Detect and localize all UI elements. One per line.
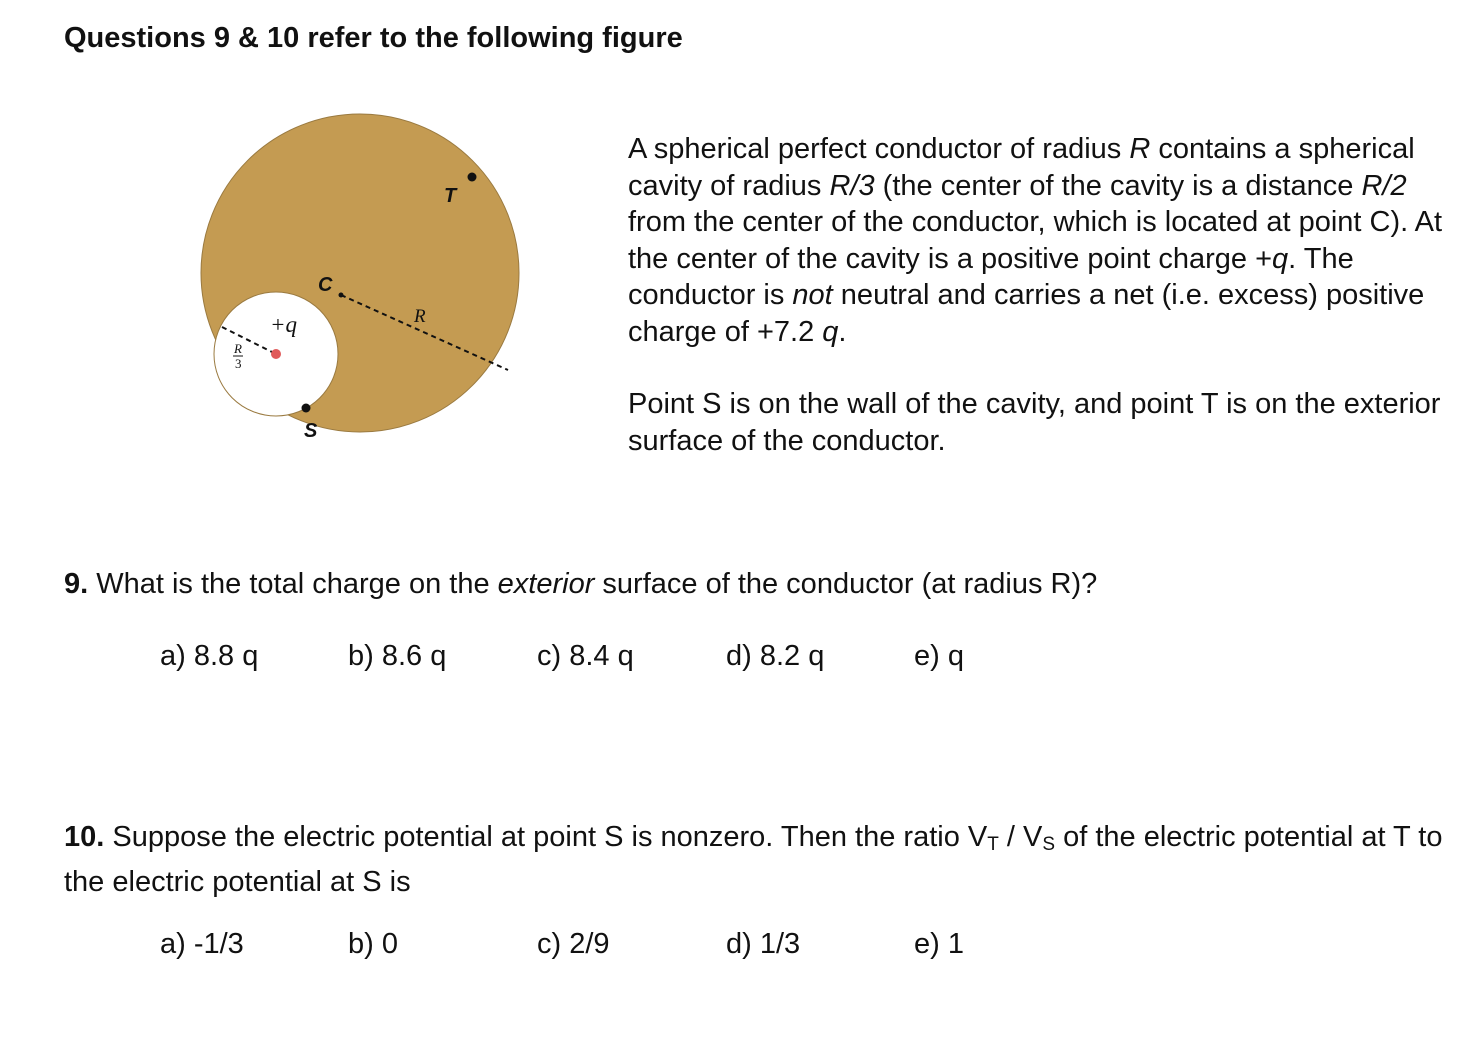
q10-choice-e[interactable]: e) 1: [914, 928, 964, 960]
question-9-number: 9.: [64, 568, 89, 600]
radius-line-R3: [221, 326, 273, 353]
q10-choice-d[interactable]: d) 1/3: [726, 928, 801, 960]
q9-choice-b[interactable]: b) 8.6 q: [348, 640, 447, 672]
description-paragraph-1: A spherical perfect conductor of radius …: [628, 133, 1443, 348]
q10-choice-c[interactable]: c) 2/9: [537, 928, 610, 960]
page-heading: Questions 9 & 10 refer to the following …: [64, 22, 683, 54]
label-t: T: [444, 185, 458, 207]
label-s: S: [304, 420, 318, 442]
point-t: [467, 172, 477, 182]
q10-choice-a[interactable]: a) -1/3: [160, 928, 244, 960]
q9-choice-d[interactable]: d) 8.2 q: [726, 640, 825, 672]
label-r3-numerator: R: [233, 341, 242, 356]
radius-line-R: [340, 294, 509, 371]
point-charge: [271, 349, 281, 359]
problem-description: A spherical perfect conductor of radius …: [628, 131, 1448, 459]
question-10-number: 10.: [64, 821, 105, 853]
question-9: 9. What is the total charge on the exter…: [64, 568, 1098, 600]
q9-choice-e[interactable]: e) q: [914, 640, 964, 672]
q9-choice-a[interactable]: a) 8.8 q: [160, 640, 259, 672]
description-paragraph-2: Point S is on the wall of the cavity, an…: [628, 388, 1441, 457]
label-plus-q: +q: [270, 312, 297, 337]
point-s: [301, 403, 311, 413]
q10-choice-b[interactable]: b) 0: [348, 928, 398, 960]
conductor-figure: T C R +q R 3 S: [200, 113, 520, 442]
label-c: C: [318, 274, 333, 296]
label-r: R: [413, 306, 426, 327]
center-point-c: [338, 292, 344, 298]
label-r3-denominator: 3: [235, 356, 242, 371]
question-10: 10. Suppose the electric potential at po…: [64, 821, 1443, 898]
q9-choice-c[interactable]: c) 8.4 q: [537, 640, 634, 672]
